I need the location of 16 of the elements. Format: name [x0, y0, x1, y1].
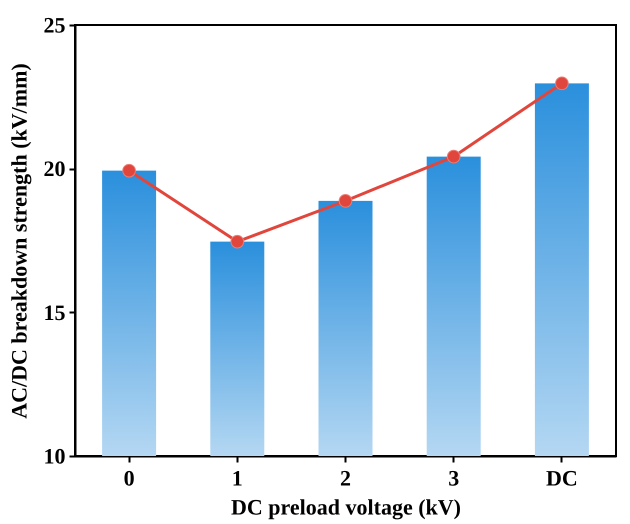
y-tick-label: 25 — [44, 12, 66, 38]
point — [446, 150, 461, 164]
y-axis-title: AC/DC breakdown strength (kV/mm) — [6, 63, 32, 419]
x-axis-title: DC preload voltage (kV) — [231, 494, 461, 520]
y-tick-label: 20 — [44, 156, 66, 182]
x-tick-label: 2 — [340, 466, 351, 490]
y-tick-label: 10 — [44, 444, 66, 468]
y-tick-label: 15 — [44, 300, 66, 325]
x-tick-label: 0 — [124, 466, 135, 490]
x-tick-label: 1 — [232, 466, 243, 490]
point — [122, 164, 136, 178]
point — [555, 76, 569, 90]
point — [338, 194, 352, 208]
x-tick-label: 3 — [448, 466, 460, 490]
x-tick-label: DC — [546, 466, 578, 490]
point — [230, 234, 244, 248]
